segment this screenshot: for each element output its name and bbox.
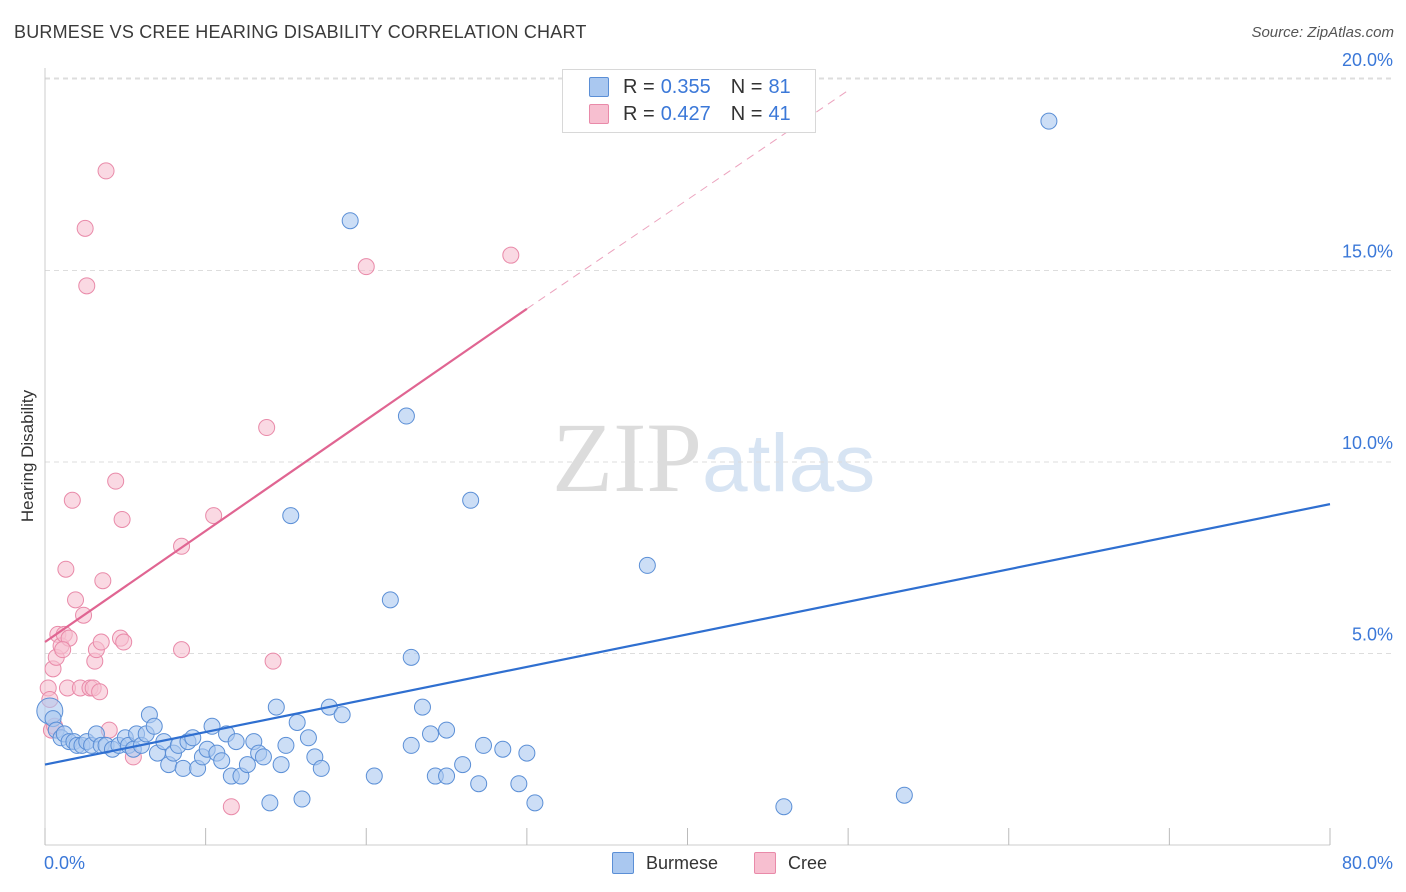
burmese-point <box>438 767 456 785</box>
legend-item-burmese[interactable]: Burmese <box>612 852 718 874</box>
cree-point <box>222 798 240 816</box>
burmese-point <box>413 698 431 716</box>
legend-item-cree[interactable]: Cree <box>754 852 827 874</box>
burmese-point <box>526 794 544 812</box>
burmese-point <box>288 713 306 731</box>
n-value: 81 <box>768 75 791 98</box>
legend-label-burmese: Burmese <box>646 852 719 873</box>
x-tick-label: 80.0% <box>1342 853 1393 873</box>
burmese-point <box>422 725 439 743</box>
legend-row-burmese: R = 0.355 N = 81 <box>589 75 791 99</box>
n-label: N = <box>730 102 763 125</box>
burmese-point <box>254 748 272 766</box>
burmese-point <box>341 212 359 230</box>
cree-point <box>357 258 375 276</box>
burmese-point <box>267 698 285 716</box>
cree-trend-line <box>44 307 528 643</box>
r-label: R = <box>623 102 655 125</box>
burmese-point <box>261 794 279 812</box>
burmese-swatch <box>612 852 634 874</box>
burmese-point <box>213 752 231 770</box>
burmese-point <box>365 767 383 785</box>
legend-label-cree: Cree <box>788 852 828 873</box>
burmese-point <box>438 721 456 739</box>
burmese-swatch <box>589 77 609 97</box>
burmese-point <box>381 591 399 609</box>
chart-title: BURMESE VS CREE HEARING DISABILITY CORRE… <box>14 22 587 42</box>
r-value: 0.427 <box>660 102 711 125</box>
cree-point <box>502 246 520 264</box>
burmese-point <box>775 798 793 816</box>
burmese-point <box>277 736 295 754</box>
r-label: R = <box>623 75 655 98</box>
source-label: Source: ZipAtlas.com <box>1251 24 1394 41</box>
burmese-point <box>475 736 493 754</box>
burmese-point <box>299 729 317 747</box>
burmese-trend-line <box>44 503 1331 766</box>
n-value: 41 <box>768 102 791 125</box>
cree-point <box>97 162 115 180</box>
cree-point <box>57 560 75 578</box>
burmese-point <box>282 507 300 525</box>
burmese-point <box>238 756 256 774</box>
burmese-point <box>272 756 290 774</box>
y-tick-label: 5.0% <box>1352 625 1393 645</box>
burmese-point <box>518 744 536 762</box>
cree-point <box>264 652 282 670</box>
burmese-point <box>312 759 330 777</box>
cree-point <box>92 633 110 651</box>
burmese-point <box>402 736 420 754</box>
burmese-point <box>638 556 656 574</box>
burmese-point <box>333 706 351 724</box>
cree-point <box>258 419 276 437</box>
cree-point <box>91 683 109 701</box>
legend-row-cree: R = 0.427 N = 41 <box>589 102 791 126</box>
n-label: N = <box>730 75 763 98</box>
cree-point <box>67 591 85 609</box>
burmese-point <box>510 775 528 793</box>
y-tick-label: 15.0% <box>1342 242 1393 262</box>
burmese-point <box>402 648 420 666</box>
cree-point <box>54 641 72 659</box>
burmese-point <box>397 407 415 425</box>
burmese-point <box>227 733 245 751</box>
burmese-point <box>454 756 472 774</box>
burmese-point <box>470 775 488 793</box>
cree-swatch <box>589 104 609 124</box>
burmese-point <box>184 729 202 747</box>
r-value: 0.355 <box>660 75 711 98</box>
burmese-point <box>494 740 512 758</box>
burmese-point <box>293 790 311 808</box>
cree-point <box>115 633 133 651</box>
y-tick-label: 20.0% <box>1342 50 1393 70</box>
burmese-point <box>145 717 163 735</box>
burmese-point <box>895 786 913 804</box>
cree-point <box>173 641 191 659</box>
cree-point <box>76 219 94 237</box>
cree-point <box>113 510 131 528</box>
cree-point <box>107 472 125 490</box>
burmese-point <box>174 759 192 777</box>
cree-point <box>63 491 81 509</box>
cree-swatch <box>754 852 776 874</box>
cree-point <box>78 277 96 295</box>
y-tick-label: 10.0% <box>1342 433 1393 453</box>
cree-point <box>205 507 223 525</box>
burmese-point <box>1040 112 1058 130</box>
correlation-legend: R = 0.355 N = 81 R = 0.427 N = 41 <box>562 69 816 133</box>
x-tick-label: 0.0% <box>44 853 85 873</box>
burmese-point <box>462 491 480 509</box>
cree-point <box>94 572 112 590</box>
